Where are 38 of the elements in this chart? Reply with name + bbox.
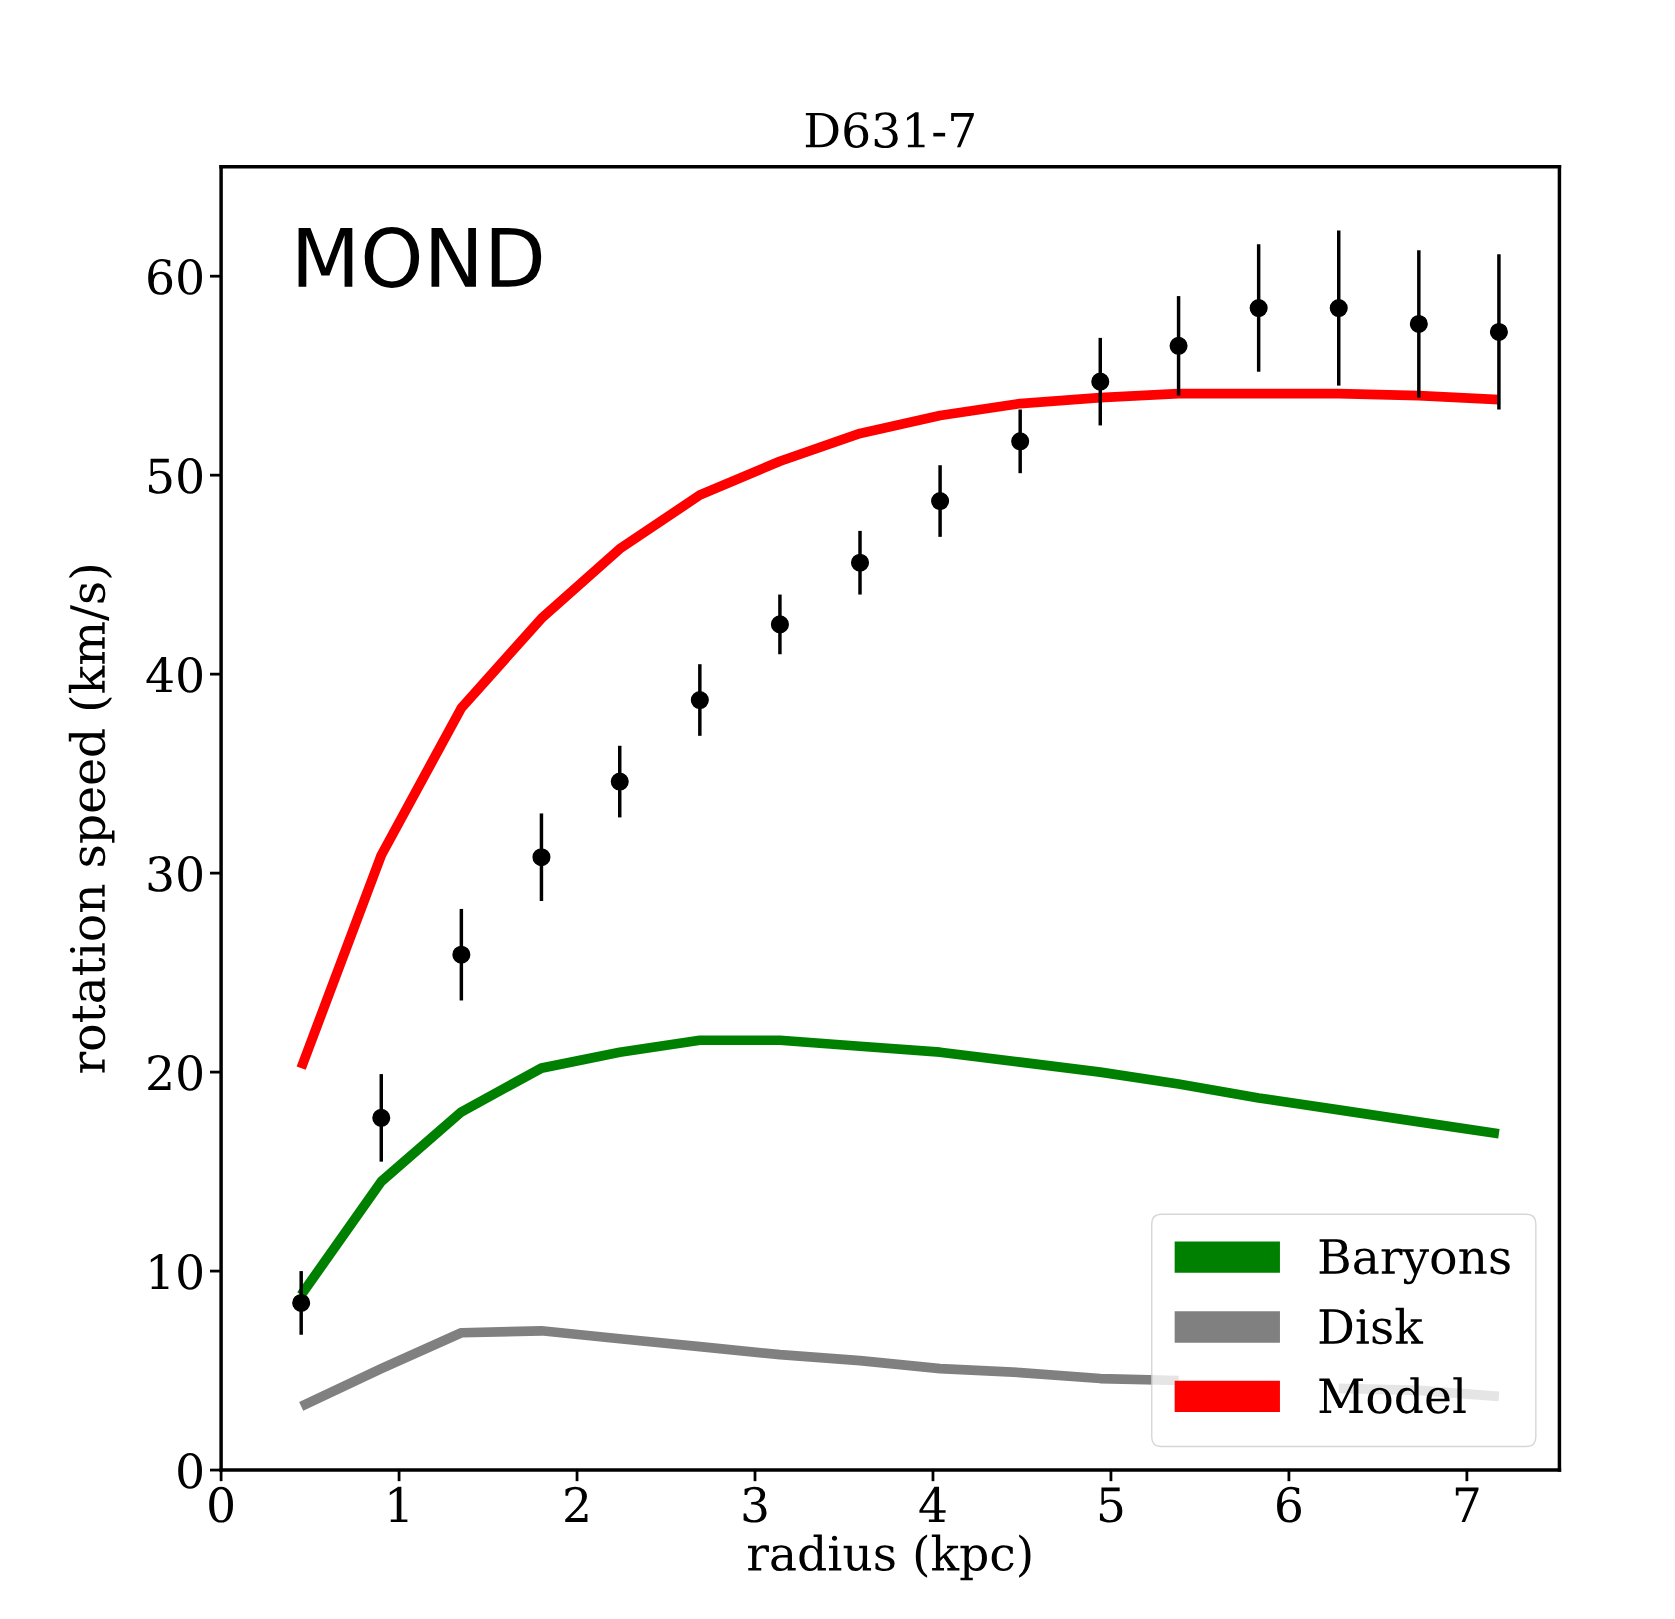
point (1011, 432, 1030, 451)
y-tick-label: 10 (150, 1253, 202, 1290)
point (532, 848, 551, 867)
point (1249, 299, 1268, 318)
point (292, 1293, 311, 1312)
legend-label: Baryons (1319, 1239, 1510, 1285)
x-tick-label: 6 (1277, 1486, 1301, 1523)
point (931, 492, 950, 511)
point (452, 945, 471, 964)
legend-label: Disk (1319, 1307, 1424, 1345)
x-tick-label: 2 (565, 1486, 588, 1522)
x-tick-label: 7 (1455, 1487, 1479, 1522)
x-tick-label: 3 (743, 1486, 767, 1523)
y-tick-label: 50 (149, 458, 202, 494)
y-tick-label: 30 (148, 856, 202, 892)
point (372, 1108, 391, 1127)
point (1169, 336, 1188, 355)
point (1409, 314, 1428, 333)
point (1091, 372, 1110, 391)
chart-title: D631-7 (805, 112, 974, 148)
point (690, 690, 709, 710)
y-tick-label: 60 (148, 259, 202, 295)
point (850, 553, 870, 572)
y-tick-label: 40 (146, 657, 202, 693)
legend-label: Model (1319, 1377, 1466, 1414)
annotation: MOND (298, 226, 542, 288)
x-tick-label: 5 (1099, 1487, 1123, 1523)
y-tick-label: 20 (148, 1054, 202, 1091)
point (1329, 299, 1348, 318)
point (770, 615, 789, 634)
x-tick-label: 1 (389, 1486, 408, 1522)
point (1489, 322, 1508, 341)
x-tick-label: 4 (919, 1486, 946, 1522)
y-tick-label: 0 (178, 1452, 202, 1489)
x-axis-title: radius (kpc) (748, 1534, 1031, 1581)
point (610, 772, 629, 791)
x-tick-label: 0 (209, 1486, 233, 1523)
y-axis-title: rotation speed (km/s) (68, 566, 115, 1073)
